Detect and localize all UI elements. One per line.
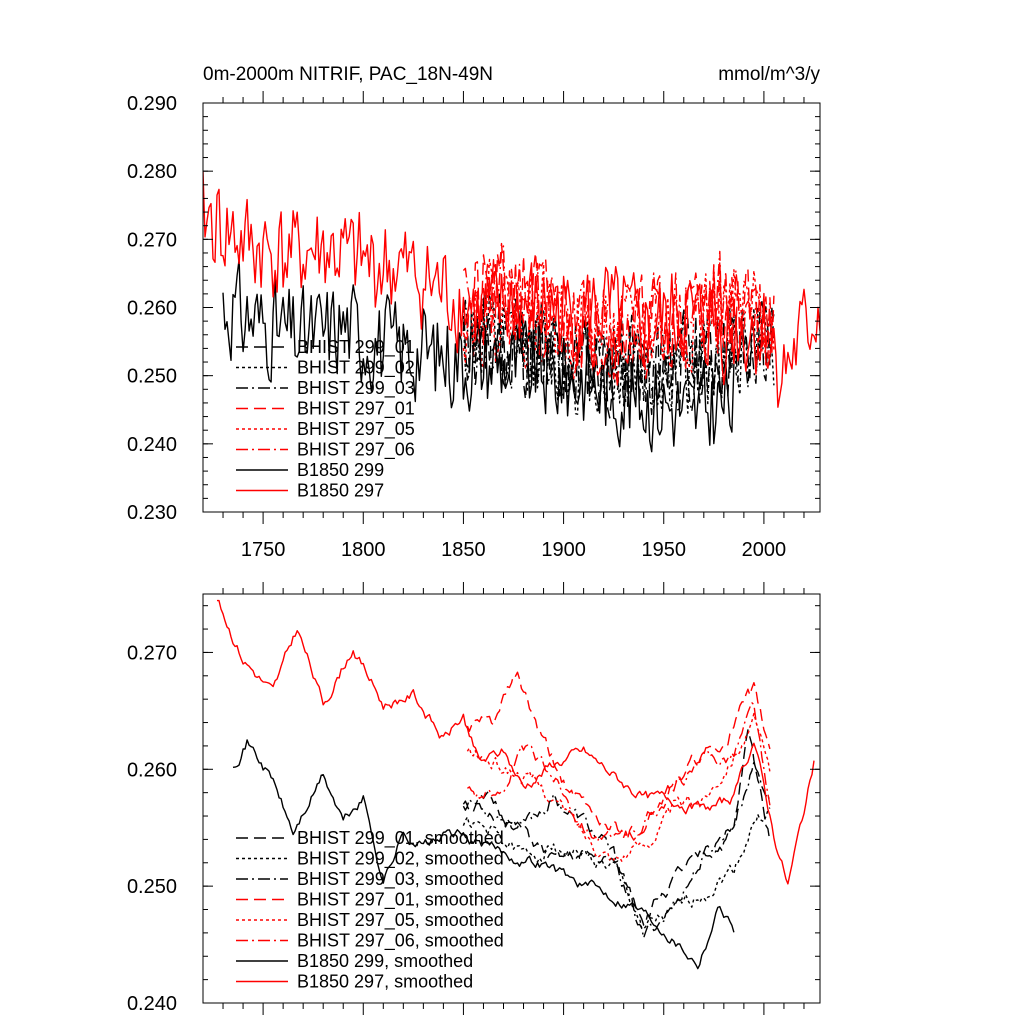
y-tick-label: 0.230 — [127, 502, 177, 524]
legend-label-bhist-299-01-smoothed: BHIST 299_01, smoothed — [297, 828, 504, 849]
series-line-b1850-299 — [222, 258, 735, 453]
legend-label-bhist-297-06-smoothed: BHIST 297_06, smoothed — [297, 931, 504, 952]
y-tick-label: 0.250 — [127, 366, 177, 388]
top-panel-axes: 0.230 0.240 0.250 0.260 0.270 0.280 0.290 1750 1… — [127, 91, 820, 561]
x-tick-label: 1750 — [241, 539, 286, 561]
y-tick-label: 0.270 — [127, 642, 177, 664]
y-tick-label: 0.280 — [127, 161, 177, 183]
series-line-bhist-297-06-smoothed — [466, 702, 771, 842]
x-tick-label: 1900 — [541, 539, 586, 561]
legend-label-bhist-299-03: BHIST 299_03 — [297, 378, 415, 399]
series-line-bhist-299-03 — [462, 293, 775, 416]
series-line-bhist-297-01 — [462, 242, 775, 388]
bottom-panel: 0.240 0.250 0.260 0.270 BHIST 299_01, smoot… — [127, 582, 821, 1015]
bottom-panel-axes: 0.240 0.250 0.260 0.270 — [127, 582, 820, 1015]
series-line-b1850-297-smoothed — [217, 599, 815, 885]
legend-label-bhist-297-05: BHIST 297_05 — [297, 419, 415, 440]
y-tick-label: 0.240 — [127, 434, 177, 456]
legend-label-b1850-297-smoothed: B1850 297, smoothed — [297, 972, 473, 992]
legend-label-bhist-297-05-smoothed: BHIST 297_05, smoothed — [297, 910, 504, 931]
bottom-panel-series — [217, 599, 815, 970]
series-line-bhist-297-06 — [462, 245, 775, 380]
legend-label-bhist-297-01: BHIST 297_01 — [297, 399, 415, 420]
series-line-bhist-297-05-smoothed — [466, 712, 771, 862]
y-tick-label: 0.250 — [127, 876, 177, 898]
legend-label-b1850-297: B1850 297 — [297, 481, 384, 501]
series-line-bhist-297-01-smoothed — [466, 671, 771, 841]
legend-label-bhist-299-02: BHIST 299_02 — [297, 358, 415, 379]
top-panel-series — [203, 170, 820, 453]
series-line-b1850-297 — [203, 170, 820, 408]
y-tick-label: 0.260 — [127, 298, 177, 320]
legend-label-bhist-297-06: BHIST 297_06 — [297, 440, 415, 461]
x-tick-label: 1850 — [441, 539, 486, 561]
legend-label-bhist-299-02-smoothed: BHIST 299_02, smoothed — [297, 849, 504, 870]
y-tick-label: 0.270 — [127, 229, 177, 251]
series-line-bhist-299-03-smoothed — [462, 761, 771, 939]
legend-label-b1850-299-smoothed: B1850 299, smoothed — [297, 951, 473, 971]
bottom-panel-frame — [202, 593, 821, 1004]
y-tick-label: 0.240 — [127, 993, 177, 1015]
series-line-bhist-299-01-smoothed — [462, 729, 771, 926]
x-tick-label: 1800 — [341, 539, 386, 561]
top-panel-units: mmol/m^3/y — [718, 64, 820, 85]
top-panel-title: 0m-2000m NITRIF, PAC_18N-49N — [203, 64, 493, 85]
y-tick-label: 0.260 — [127, 759, 177, 781]
x-tick-label: 1950 — [641, 539, 686, 561]
y-tick-label: 0.290 — [127, 93, 177, 115]
series-line-b1850-299-smoothed — [232, 739, 735, 970]
legend-label-b1850-299: B1850 299 — [297, 460, 384, 480]
legend-label-bhist-297-01-smoothed: BHIST 297_01, smoothed — [297, 890, 504, 911]
legend-label-bhist-299-01: BHIST 299_01 — [297, 337, 415, 358]
legend-label-bhist-299-03-smoothed: BHIST 299_03, smoothed — [297, 869, 504, 890]
top-panel: 0m-2000m NITRIF, PAC_18N-49N mmol/m^3/y … — [127, 64, 821, 561]
series-line-bhist-299-02-smoothed — [462, 807, 771, 930]
x-tick-label: 2000 — [742, 539, 787, 561]
